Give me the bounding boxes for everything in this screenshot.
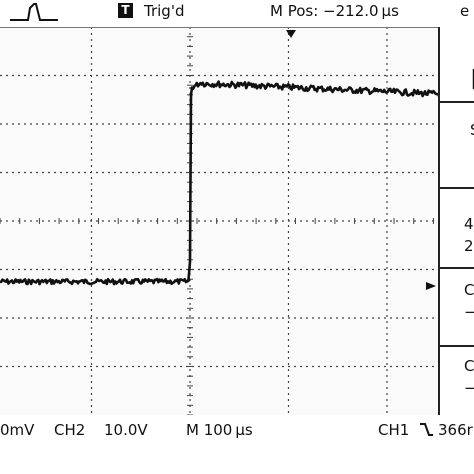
side-menu-separator: [440, 101, 474, 103]
top-status-bar: T Trig'd M Pos: −212.0 μs e: [0, 0, 474, 28]
waveform-trace: [0, 80, 474, 286]
side-menu-separator: [440, 187, 474, 189]
side-menu-item-4-line2[interactable]: −8: [464, 379, 474, 397]
side-menu-separator: [440, 345, 474, 347]
ch2-trace: [0, 80, 474, 286]
side-menu-item-2-line2[interactable]: 2.: [464, 237, 474, 255]
side-menu-separator: [440, 267, 474, 269]
side-menu-item-4-line1[interactable]: Cc: [464, 357, 474, 375]
side-menu-item-3-line2[interactable]: −4: [464, 303, 474, 321]
acquisition-pulse-icon: [10, 3, 58, 21]
timebase-readout: M 100 μs: [186, 421, 253, 439]
trigger-level-marker: [426, 282, 436, 290]
side-menu-item-3-line1[interactable]: Cc: [464, 281, 474, 299]
side-menu-item-2-line1[interactable]: 4(: [464, 215, 474, 233]
main-position-readout: M Pos: −212.0 μs: [270, 2, 399, 20]
trigger-state-icon: T: [118, 3, 133, 18]
falling-edge-icon: [420, 423, 433, 436]
bottom-status-bar: 0mV CH2 10.0V M 100 μs CH1 366r: [0, 415, 474, 474]
side-menu[interactable]: I S 4( 2. Cc −4 Cc −8: [438, 27, 474, 415]
ch1-scale-readout: 0mV: [0, 421, 35, 439]
trigger-level-readout: 366r: [438, 421, 473, 439]
ch2-label: CH2: [54, 421, 86, 439]
trigger-status: Trig'd: [144, 2, 185, 20]
side-menu-item-1[interactable]: S: [470, 121, 474, 139]
side-menu-header-cut: I: [470, 65, 474, 95]
trigger-position-marker: [286, 30, 296, 38]
top-right-truncated: e: [460, 2, 470, 20]
markers: [286, 30, 436, 290]
trigger-source: CH1: [378, 421, 410, 439]
ch2-scale-readout: 10.0V: [104, 421, 148, 439]
